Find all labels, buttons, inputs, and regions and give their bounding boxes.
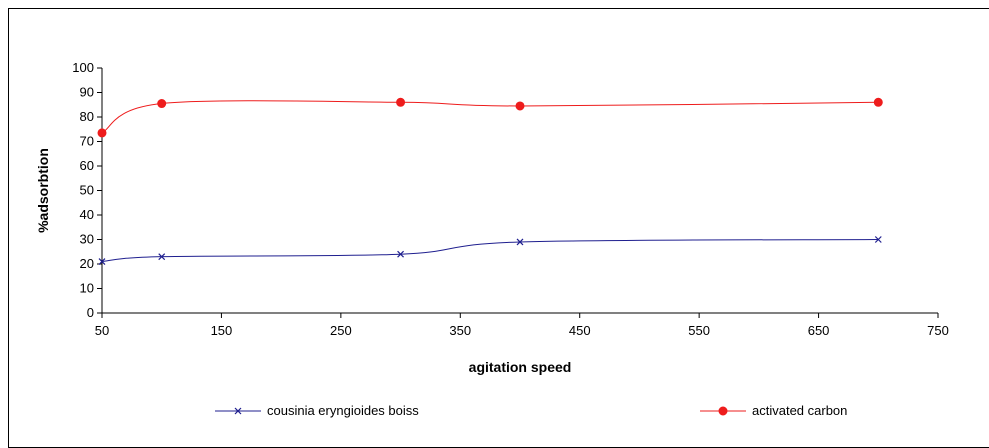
y-tick-label: 90 [80,85,94,100]
data-point [157,99,167,109]
y-tick-label: 30 [80,232,94,247]
legend-label: cousinia eryngioides boiss [267,403,419,418]
data-point [158,253,166,261]
x-tick-label: 50 [95,323,109,338]
y-tick-label: 100 [72,60,94,75]
x-tick-label: 150 [211,323,233,338]
x-tick-label: 350 [449,323,471,338]
y-tick-label: 10 [80,281,94,296]
series-line [101,239,879,263]
data-point [397,250,404,258]
axes: 0 10 20 30 40 50 60 70 80 90 100 50 150 250 350 450 550 6… [72,60,949,338]
data-point [396,97,406,107]
series-line [101,100,879,134]
y-tick-label: 60 [80,158,94,173]
line-chart: 0 10 20 30 40 50 60 70 80 90 100 50 150 250 350 450 550 6… [35,60,949,418]
legend: cousinia eryngioides boiss activated carb… [215,403,847,418]
x-tick-label: 450 [569,323,591,338]
x-tick-label: 550 [688,323,710,338]
x-tick-label: 650 [808,323,830,338]
x-tick-label: 250 [330,323,352,338]
legend-marker [718,406,728,416]
y-tick-label: 80 [80,109,94,124]
data-point [874,236,882,243]
x-axis-title: agitation speed [469,359,572,375]
data-point [98,258,106,265]
series-1 [98,236,882,265]
legend-item: cousinia eryngioides boiss [215,403,419,418]
legend-marker [234,407,242,415]
data-point [873,97,883,107]
y-axis-title: %adsorbtion [35,148,51,233]
data-point [516,238,524,246]
series-layer [97,97,883,265]
legend-label: activated carbon [752,403,847,418]
data-point [97,128,107,138]
legend-item: activated carbon [700,403,847,418]
y-tick-label: 20 [80,256,94,271]
data-point [515,101,525,111]
y-tick-label: 50 [80,183,94,198]
series-2 [97,97,883,138]
y-tick-label: 40 [80,207,94,222]
y-tick-label: 70 [80,134,94,149]
y-tick-label: 0 [87,305,94,320]
x-tick-label: 750 [927,323,949,338]
